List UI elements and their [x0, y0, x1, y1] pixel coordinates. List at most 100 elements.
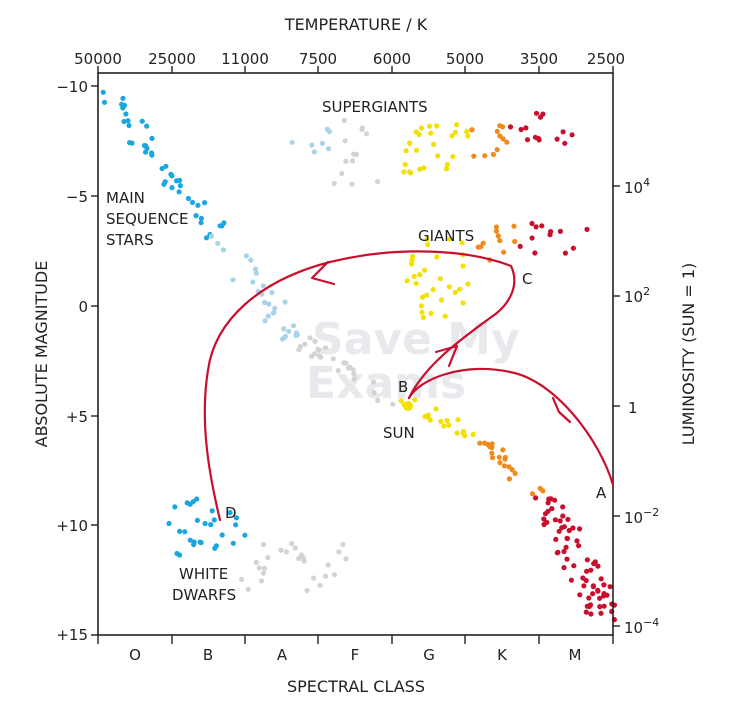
magnitude-tick-label: +15 — [56, 626, 88, 644]
star-dot — [482, 153, 488, 159]
star-dot — [583, 609, 589, 615]
star-dot — [557, 518, 563, 524]
star-dot — [202, 200, 208, 206]
star-dot — [571, 563, 577, 569]
star-dot — [564, 556, 570, 562]
star-dot — [444, 161, 451, 168]
luminosity-tick-label: 10−4 — [624, 616, 659, 637]
star-dot — [533, 495, 539, 501]
star-dot — [595, 588, 601, 594]
star-dot — [193, 213, 199, 219]
temperature-tick-label: 11000 — [221, 50, 269, 68]
star-dot — [592, 559, 598, 565]
star-dot — [560, 513, 566, 519]
star-dot — [269, 289, 275, 296]
star-dot — [340, 541, 346, 547]
star-dot — [350, 367, 356, 373]
star-dot — [430, 286, 436, 293]
star-dot — [270, 310, 277, 316]
star-dot — [588, 611, 594, 617]
star-dot — [590, 591, 596, 597]
region-label-supergiants: SUPERGIANTS — [322, 98, 428, 116]
star-dot — [286, 328, 292, 334]
star-dot — [126, 122, 132, 129]
star-dot — [208, 522, 214, 528]
star-dot — [554, 550, 560, 556]
evolution-path — [203, 250, 615, 522]
star-dot — [184, 500, 190, 506]
star-dot — [509, 467, 515, 473]
axis-ticks — [91, 66, 620, 644]
chart-title: TEMPERATURE / K — [284, 15, 428, 34]
star-dot — [293, 330, 300, 336]
path-arrowhead-a — [551, 396, 572, 424]
star-dot — [335, 368, 341, 374]
star-dot — [177, 528, 183, 535]
star-dot — [425, 242, 431, 248]
star-dot — [597, 604, 603, 610]
star-dot — [413, 280, 419, 287]
star-dot — [302, 341, 308, 347]
star-dot — [219, 532, 225, 538]
luminosity-tick-label: 102 — [624, 285, 650, 306]
star-dot — [331, 180, 337, 187]
temperature-tick-label: 7500 — [299, 50, 337, 68]
star-dot — [564, 535, 570, 541]
star-dot — [203, 235, 210, 241]
star-dot — [194, 517, 200, 524]
star-dot — [411, 273, 417, 279]
star-dot — [496, 454, 502, 460]
star-dot — [319, 140, 325, 146]
star-dot — [343, 360, 349, 366]
star-dot — [408, 170, 414, 176]
star-dot — [540, 111, 546, 117]
star-dot — [121, 118, 127, 125]
star-dot — [424, 292, 430, 298]
star-dot — [211, 517, 217, 523]
star-dot — [413, 147, 419, 153]
star-dot — [282, 299, 288, 305]
star-dot — [172, 504, 178, 510]
star-dot — [502, 454, 508, 461]
star-dot — [434, 254, 440, 260]
star-dot — [250, 279, 256, 285]
star-dot — [561, 565, 567, 571]
star-dot — [278, 547, 284, 553]
star-dot — [342, 138, 348, 144]
star-dot — [198, 540, 204, 546]
star-dot — [265, 313, 271, 319]
star-dot — [598, 610, 604, 616]
star-dot — [422, 267, 428, 273]
star-dot — [185, 195, 191, 202]
star-dot — [413, 129, 419, 135]
path-arrowhead-b — [434, 344, 459, 368]
star-dot — [494, 147, 500, 153]
star-dot — [437, 276, 443, 282]
star-dot — [435, 153, 441, 159]
star-dot — [163, 163, 169, 169]
star-dot — [189, 199, 196, 205]
magnitude-tick-label: +10 — [56, 517, 88, 535]
spectral-class-label: M — [569, 646, 582, 664]
star-dot — [194, 496, 200, 502]
star-dot — [517, 243, 523, 249]
star-dot — [187, 537, 193, 543]
star-dot — [577, 526, 583, 532]
star-dot — [149, 150, 155, 156]
star-dot — [444, 417, 450, 424]
temperature-tick-label: 2500 — [587, 50, 625, 68]
star-dot — [580, 575, 586, 581]
star-dot — [331, 572, 338, 578]
luminosity-tick-label: 104 — [624, 176, 650, 197]
star-dot — [144, 145, 150, 151]
star-dot — [260, 570, 267, 576]
star-dot — [565, 516, 571, 523]
region-label-white-dwarfs-1: WHITE — [179, 565, 228, 583]
star-dot — [418, 125, 425, 131]
star-dot — [212, 545, 218, 551]
star-dot — [548, 229, 554, 235]
star-dot — [174, 550, 180, 557]
star-dot — [169, 185, 175, 191]
star-dot — [144, 123, 150, 129]
star-dot — [256, 565, 262, 571]
